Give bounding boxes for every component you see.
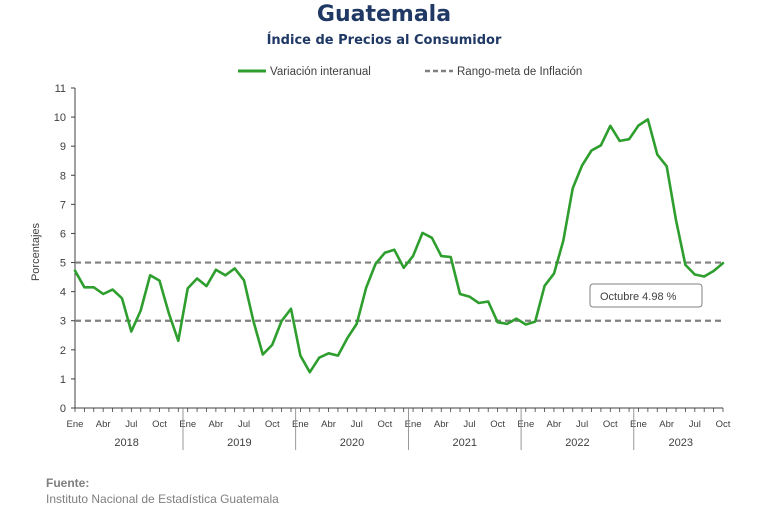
year-label: 2019	[227, 437, 251, 449]
legend-label-series: Variación interanual	[270, 66, 371, 78]
year-label: 2022	[565, 437, 589, 449]
x-tick-label: Abr	[96, 419, 111, 430]
chart-title: Guatemala	[316, 2, 452, 27]
y-tick-label: 11	[55, 83, 66, 95]
y-tick-label: 1	[60, 374, 66, 386]
x-tick-label: Oct	[265, 419, 280, 430]
x-tick-label: Jul	[238, 419, 250, 430]
y-tick-label: 4	[60, 287, 66, 299]
chart-subtitle: Índice de Precios al Consumidor	[266, 33, 502, 48]
legend-label-target: Rango-meta de Inflación	[457, 66, 582, 78]
source-text: Instituto Nacional de Estadística Guatem…	[46, 492, 279, 506]
x-tick-label: Jul	[351, 419, 363, 430]
year-label: 2020	[340, 437, 364, 449]
x-tick-label: Jul	[125, 419, 137, 430]
x-tick-label: Jul	[576, 419, 588, 430]
year-label: 2021	[452, 437, 476, 449]
annotation-text: Octubre 4.98 %	[600, 291, 677, 303]
x-tick-label: Abr	[434, 419, 449, 430]
legend: Variación interanual Rango-meta de Infla…	[238, 66, 582, 78]
y-tick-label: 6	[60, 228, 66, 240]
x-tick-label: Abr	[659, 419, 674, 430]
x-tick-label: Oct	[378, 419, 393, 430]
y-tick-label: 10	[54, 112, 66, 124]
x-tick-label: Oct	[603, 419, 618, 430]
y-axis: 0 1 2 3 4 5 6 7 8 9 10 11	[54, 83, 76, 415]
x-tick-label: Abr	[208, 419, 223, 430]
x-tick-label: Jul	[689, 419, 701, 430]
x-tick-label: Ene	[67, 419, 84, 430]
x-axis: Ene Abr Jul Oct Ene Abr Jul Oct Ene Abr Jul Oct Ene A…	[67, 407, 731, 450]
series-line	[73, 118, 725, 374]
x-tick-label: Oct	[716, 419, 731, 430]
x-tick-label: Ene	[179, 419, 196, 430]
x-tick-label: Jul	[463, 419, 475, 430]
y-tick-label: 0	[60, 403, 66, 415]
target-range-lines	[75, 261, 723, 322]
x-tick-label: Abr	[321, 419, 336, 430]
y-tick-label: 5	[60, 258, 66, 270]
y-tick-label: 3	[60, 316, 66, 328]
x-tick-label: Abr	[547, 419, 562, 430]
x-tick-label: Oct	[152, 419, 167, 430]
y-tick-label: 8	[60, 170, 66, 182]
x-tick-label: Ene	[630, 419, 647, 430]
x-tick-label: Oct	[490, 419, 505, 430]
annotation-box	[589, 283, 703, 308]
year-label: 2018	[114, 437, 138, 449]
source-label: Fuente:	[46, 476, 90, 490]
annotation: Octubre 4.98 %	[589, 283, 703, 308]
y-tick-label: 2	[60, 345, 66, 357]
y-axis-label: Porcentajes	[30, 222, 42, 281]
y-tick-label: 7	[60, 199, 66, 211]
series-line-group	[73, 118, 725, 374]
x-tick-label: Ene	[292, 419, 309, 430]
y-tick-label: 9	[60, 141, 66, 153]
year-label: 2023	[668, 437, 692, 449]
x-tick-label: Ene	[517, 419, 534, 430]
x-tick-label: Ene	[405, 419, 422, 430]
line-chart: Variación interanual Rango-meta de Infla…	[30, 66, 731, 450]
